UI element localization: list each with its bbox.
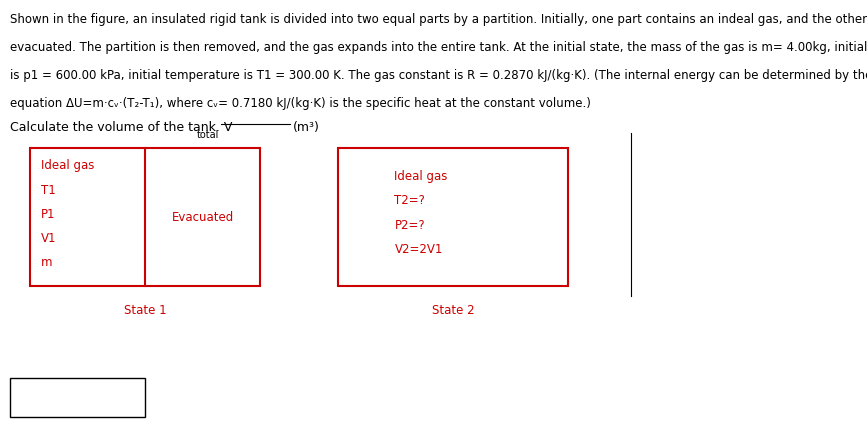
- Text: (m³): (m³): [293, 120, 320, 133]
- Text: T1: T1: [41, 183, 55, 196]
- Text: State 2: State 2: [432, 303, 474, 316]
- Text: Shown in the figure, an insulated rigid tank is divided into two equal parts by : Shown in the figure, an insulated rigid …: [10, 13, 867, 26]
- Text: evacuated. The partition is then removed, and the gas expands into the entire ta: evacuated. The partition is then removed…: [10, 41, 867, 54]
- Text: Evacuated: Evacuated: [172, 211, 234, 224]
- Text: P1: P1: [41, 207, 55, 220]
- Text: m: m: [41, 255, 52, 268]
- Text: is p1 = 600.00 kPa, initial temperature is T1 = 300.00 K. The gas constant is R : is p1 = 600.00 kPa, initial temperature …: [10, 69, 867, 82]
- FancyBboxPatch shape: [30, 148, 260, 286]
- Text: P2=?: P2=?: [394, 218, 425, 231]
- Text: T2=?: T2=?: [394, 194, 426, 207]
- Text: Ideal gas: Ideal gas: [41, 159, 95, 172]
- Text: V2=2V1: V2=2V1: [394, 242, 443, 255]
- Text: Calculate the volume of the tank. V: Calculate the volume of the tank. V: [10, 120, 232, 133]
- Text: Ideal gas: Ideal gas: [394, 170, 448, 183]
- Text: equation ΔU=m·cᵥ·(T₂-T₁), where cᵥ= 0.7180 kJ/(kg·K) is the specific heat at the: equation ΔU=m·cᵥ·(T₂-T₁), where cᵥ= 0.71…: [10, 97, 591, 110]
- Text: total: total: [197, 130, 219, 140]
- Text: V1: V1: [41, 231, 56, 244]
- FancyBboxPatch shape: [338, 148, 568, 286]
- Text: State 1: State 1: [124, 303, 166, 316]
- FancyBboxPatch shape: [10, 378, 145, 417]
